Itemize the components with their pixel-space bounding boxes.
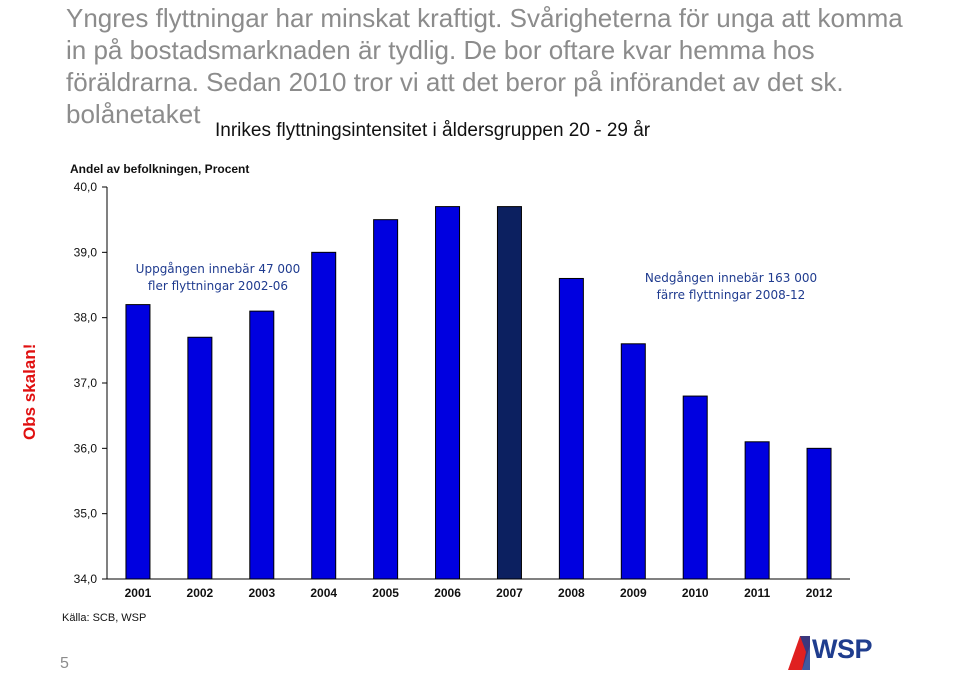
y-tick-label: 35,0 [74, 507, 98, 521]
annotation-text: Uppgången innebär 47 000 [136, 262, 301, 276]
bar-2012 [806, 447, 832, 580]
y-tick-label: 34,0 [74, 572, 98, 586]
annotation-text: färre flyttningar 2008-12 [657, 288, 806, 302]
source-note: Källa: SCB, WSP [62, 612, 147, 624]
x-tick-label: 2009 [620, 586, 647, 600]
bar-2010 [682, 395, 708, 580]
bar-2009 [620, 343, 646, 580]
y-tick-label: 38,0 [74, 311, 98, 325]
wsp-logo-icon [788, 636, 810, 670]
x-tick-label: 2012 [806, 586, 833, 600]
bar-2011 [744, 441, 770, 580]
y-axis-label: Andel av befolkningen, Procent [70, 162, 249, 176]
y-tick-label: 40,0 [74, 180, 98, 194]
bar-2003 [249, 310, 275, 580]
x-tick-label: 2007 [496, 586, 523, 600]
x-tick-label: 2005 [372, 586, 399, 600]
x-tick-label: 2008 [558, 586, 585, 600]
x-tick-label: 2002 [187, 586, 214, 600]
x-tick-label: 2011 [744, 586, 770, 600]
y-tick-label: 39,0 [74, 245, 98, 259]
x-tick-label: 2006 [434, 586, 461, 600]
bar-2005 [373, 219, 399, 580]
slide-headline: Yngres flyttningar har minskat kraftigt.… [66, 3, 903, 129]
page-number: 5 [60, 655, 69, 672]
bar-2001 [125, 304, 151, 580]
y-tick-label: 37,0 [74, 376, 98, 390]
x-tick-label: 2010 [682, 586, 709, 600]
annotation-text: Nedgången innebär 163 000 [645, 271, 817, 285]
wsp-logo-text: WSP [812, 634, 873, 664]
x-tick-label: 2001 [125, 586, 152, 600]
x-tick-label: 2004 [310, 586, 337, 600]
bar-2008 [558, 277, 584, 580]
x-tick-label: 2003 [248, 586, 275, 600]
bar-2004 [311, 251, 337, 580]
bar-2007 [496, 206, 522, 580]
bar-2002 [187, 336, 213, 580]
chart-title: Inrikes flyttningsintensitet i åldersgru… [215, 120, 651, 141]
y-tick-label: 36,0 [74, 441, 98, 455]
bar-2006 [435, 206, 461, 580]
annotation-text: fler flyttningar 2002-06 [148, 279, 288, 293]
